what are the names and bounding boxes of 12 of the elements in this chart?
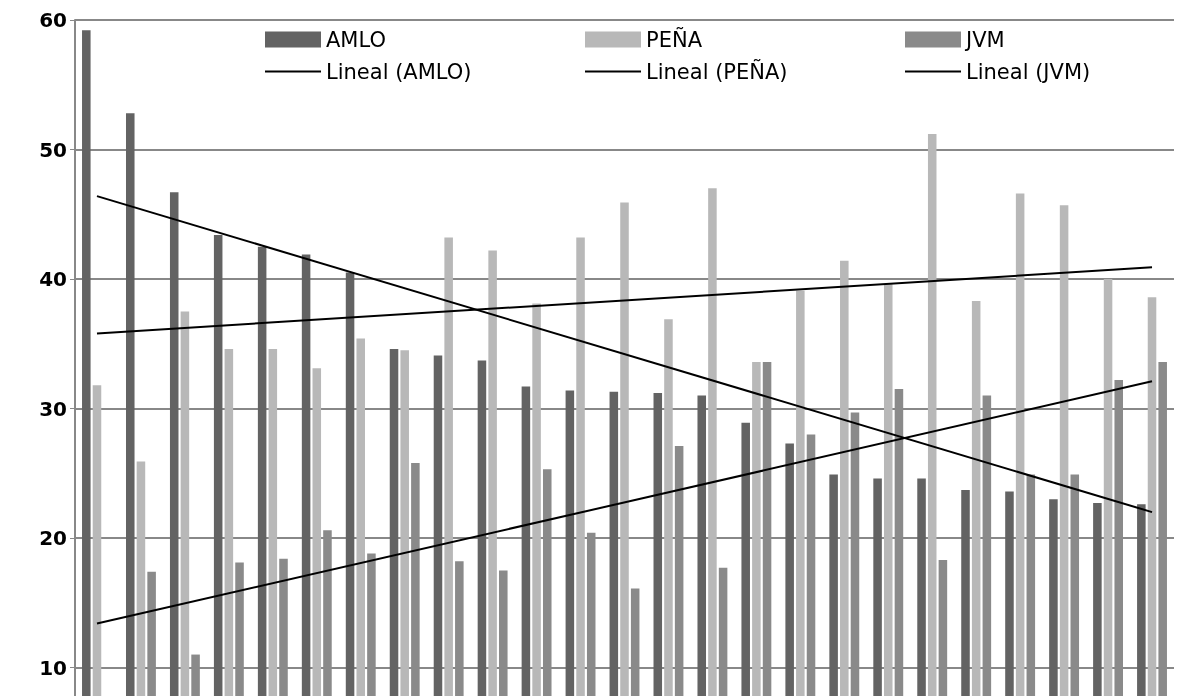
y-tick-label: 20 [39, 526, 67, 551]
legend-label: PEÑA [646, 25, 703, 52]
legend-label: AMLO [326, 27, 386, 52]
y-tick-label: 50 [39, 137, 67, 162]
legend-label: JVM [964, 27, 1005, 52]
legend-label: Lineal (PEÑA) [646, 57, 788, 84]
y-tick-label: 30 [39, 396, 67, 421]
legend-label: Lineal (AMLO) [326, 59, 472, 84]
y-tick-label: 60 [39, 8, 67, 32]
legend-label: Lineal (JVM) [966, 59, 1091, 84]
y-tick-label: 10 [39, 655, 67, 680]
y-tick-label: 40 [39, 267, 67, 291]
